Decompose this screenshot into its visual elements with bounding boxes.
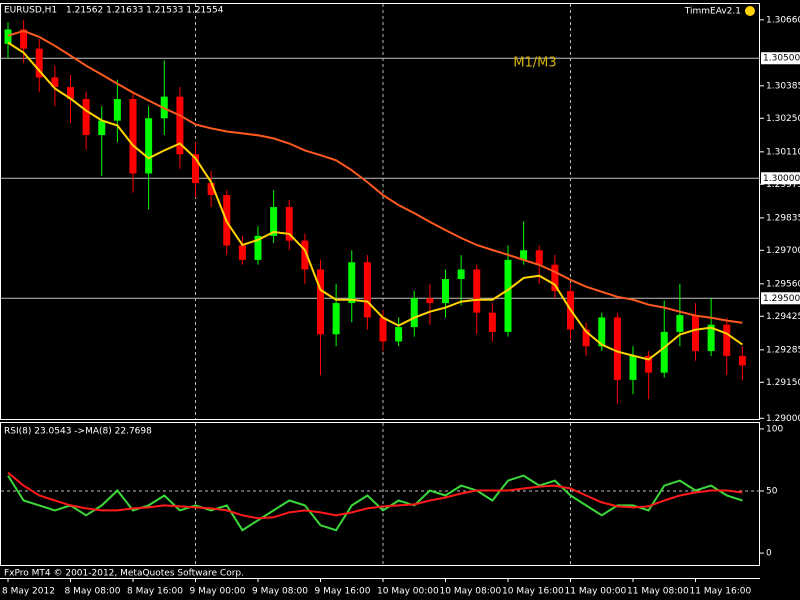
x-tick-label: 8 May 16:00 — [127, 587, 183, 597]
candle-body — [82, 99, 90, 136]
quote: 1.21562 1.21633 1.21533 1.21554 — [66, 6, 224, 16]
smiley-icon — [745, 6, 755, 16]
candle-body — [488, 312, 496, 332]
y-tick-label: 1.30250 — [766, 114, 800, 124]
rsi-title: RSI(8) 23.0543 ->MA(8) 22.7698 — [4, 427, 152, 437]
x-tick-label: 9 May 00:00 — [190, 587, 246, 597]
candle-body — [20, 29, 28, 49]
candle-body — [692, 315, 699, 352]
y-tick-label: 0 — [766, 549, 772, 559]
overlay-layer: EURUSD,H1 1.21562 1.21633 1.21533 1.2155… — [4, 6, 755, 579]
y-tick-label: 1.29560 — [766, 279, 800, 289]
candle-body — [582, 329, 590, 347]
symbol: EURUSD,H1 — [4, 6, 57, 16]
level-label: 1.30500 — [763, 54, 800, 64]
footer: FxPro MT4 © 2001-2012, MetaQuotes Softwa… — [4, 569, 244, 579]
candle-body — [379, 317, 387, 342]
x-tick-label: 10 May 08:00 — [440, 587, 502, 597]
level-label: 1.29500 — [763, 294, 800, 304]
candle-body — [51, 77, 59, 88]
candle-body — [317, 269, 324, 335]
candle-body — [176, 96, 184, 155]
candle-body — [113, 99, 121, 121]
candle-body — [207, 183, 215, 196]
main-panel-frame — [0, 3, 760, 420]
x-tick-label: 10 May 00:00 — [377, 587, 439, 597]
y-tick-label: 1.29975 — [766, 180, 800, 190]
candle-body — [98, 120, 106, 136]
candle-body — [270, 207, 278, 236]
candle-body — [332, 303, 340, 335]
x-tick-label: 10 May 16:00 — [502, 587, 564, 597]
y-tick-label: 50 — [766, 487, 778, 497]
candle-body — [301, 240, 309, 270]
x-tick-label: 11 May 16:00 — [690, 587, 752, 597]
candle-body — [676, 315, 684, 332]
candle-body — [457, 269, 465, 280]
candle-body — [613, 317, 621, 380]
x-tick-label: 8 May 2012 — [2, 587, 55, 597]
level-label-box — [761, 52, 800, 65]
line-series — [7, 474, 743, 532]
y-tick-label: 1.30110 — [766, 147, 800, 157]
candle-body — [520, 250, 528, 260]
line-series — [7, 29, 743, 324]
y-tick-label: 1.29835 — [766, 213, 800, 223]
candle-body — [254, 235, 262, 260]
candle-body — [645, 355, 653, 373]
candle-body — [410, 298, 418, 328]
line-series — [7, 41, 743, 361]
annotation: M1/M3 — [513, 56, 556, 71]
candle-body — [504, 259, 512, 332]
x-tick-label: 9 May 16:00 — [315, 587, 371, 597]
candle-body — [723, 324, 731, 356]
x-tick-label: 8 May 08:00 — [65, 587, 121, 597]
candle-body — [598, 317, 606, 347]
candle-body — [348, 262, 356, 304]
y-tick-label: 100 — [766, 424, 783, 434]
level-label-box — [761, 292, 800, 305]
x-tick-label: 11 May 00:00 — [565, 587, 627, 597]
level-label: 1.30000 — [763, 174, 800, 184]
candle-body — [629, 355, 637, 380]
candle-body — [551, 264, 559, 292]
candle-body — [395, 327, 403, 342]
level-label-box — [761, 172, 800, 185]
candle-body — [535, 250, 543, 265]
y-tick-label: 1.30660 — [766, 15, 800, 25]
candle-body — [129, 99, 137, 174]
candle-body — [426, 298, 434, 304]
indicator-name: TimmEAv2.1 — [684, 7, 741, 17]
y-tick-label: 1.29150 — [766, 378, 800, 388]
x-tick-label: 11 May 08:00 — [627, 587, 689, 597]
y-tick-label: 1.29700 — [766, 246, 800, 256]
candle-body — [285, 207, 293, 241]
plot-layer: 8 May 2012 8 May 08:00 8 May 16:00 9 May 00… — [1, 4, 800, 597]
candle-body — [738, 355, 746, 366]
y-tick-label: 1.29000 — [766, 414, 800, 424]
rsi-panel-frame — [0, 422, 760, 566]
candle-body — [707, 324, 715, 352]
candle-body — [35, 48, 43, 78]
y-tick-label: 1.30385 — [766, 81, 800, 91]
line-series — [7, 471, 743, 520]
x-tick-label: 9 May 08:00 — [252, 587, 308, 597]
candle-body — [145, 118, 153, 174]
y-tick-label: 1.29285 — [766, 345, 800, 355]
candle-body — [363, 262, 371, 318]
candle-body — [67, 87, 74, 100]
candle-body — [473, 269, 481, 313]
candle-body — [4, 29, 12, 44]
y-tick-label: 1.29425 — [766, 312, 800, 322]
candle-body — [442, 279, 449, 304]
candle-body — [192, 154, 199, 184]
candle-body — [238, 245, 246, 260]
candle-body — [660, 331, 668, 373]
